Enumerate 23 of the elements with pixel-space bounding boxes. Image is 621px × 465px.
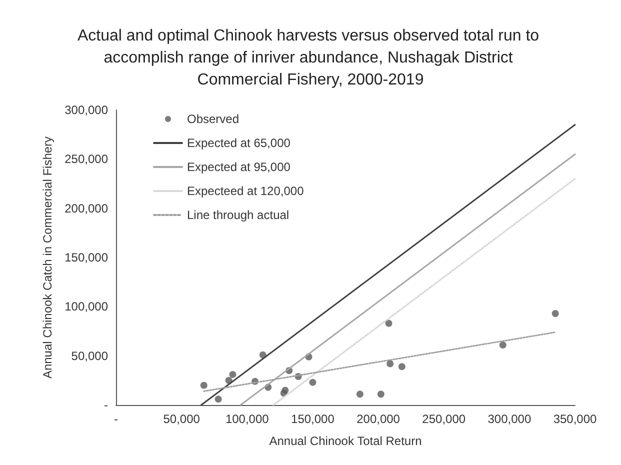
chart-title: Actual and optimal Chinook harvests versus observed total run to accomplish range of inriver abundance, Nushagak District Commercial Fishery, 2000-2019 bbox=[77, 28, 544, 88]
legend-label: Expected at 95,000 bbox=[187, 160, 291, 174]
x-tick-label: 150,000 bbox=[291, 412, 335, 426]
legend-label: Line through actual bbox=[187, 208, 290, 222]
x-tick-label: 300,000 bbox=[488, 412, 532, 426]
legend-label: Expected at 65,000 bbox=[187, 136, 291, 150]
x-tick-label: 100,000 bbox=[225, 412, 270, 426]
y-axis-title: Annual Chinook Catch in Commercial Fishery bbox=[40, 136, 55, 379]
y-tick-label: 150,000 bbox=[64, 250, 108, 264]
x-tick-label: - bbox=[114, 412, 118, 426]
y-tick-label: 100,000 bbox=[64, 300, 108, 314]
x-tick-label: 350,000 bbox=[553, 412, 598, 426]
x-tick-label: 250,000 bbox=[422, 412, 466, 426]
legend-label: Observed bbox=[187, 112, 240, 126]
y-tick-label: 200,000 bbox=[64, 201, 108, 216]
y-tick-label: 50,000 bbox=[71, 348, 108, 363]
y-tick-label: 300,000 bbox=[64, 103, 108, 117]
y-tick-label: - bbox=[104, 398, 108, 412]
y-tick-label: 250,000 bbox=[64, 152, 108, 166]
x-tick-label: 200,000 bbox=[356, 412, 400, 426]
legend-label: Expecteed at 120,000 bbox=[187, 184, 304, 198]
x-axis-title: Annual Chinook Total Return bbox=[269, 434, 422, 448]
x-tick-label: 50,000 bbox=[163, 412, 200, 426]
